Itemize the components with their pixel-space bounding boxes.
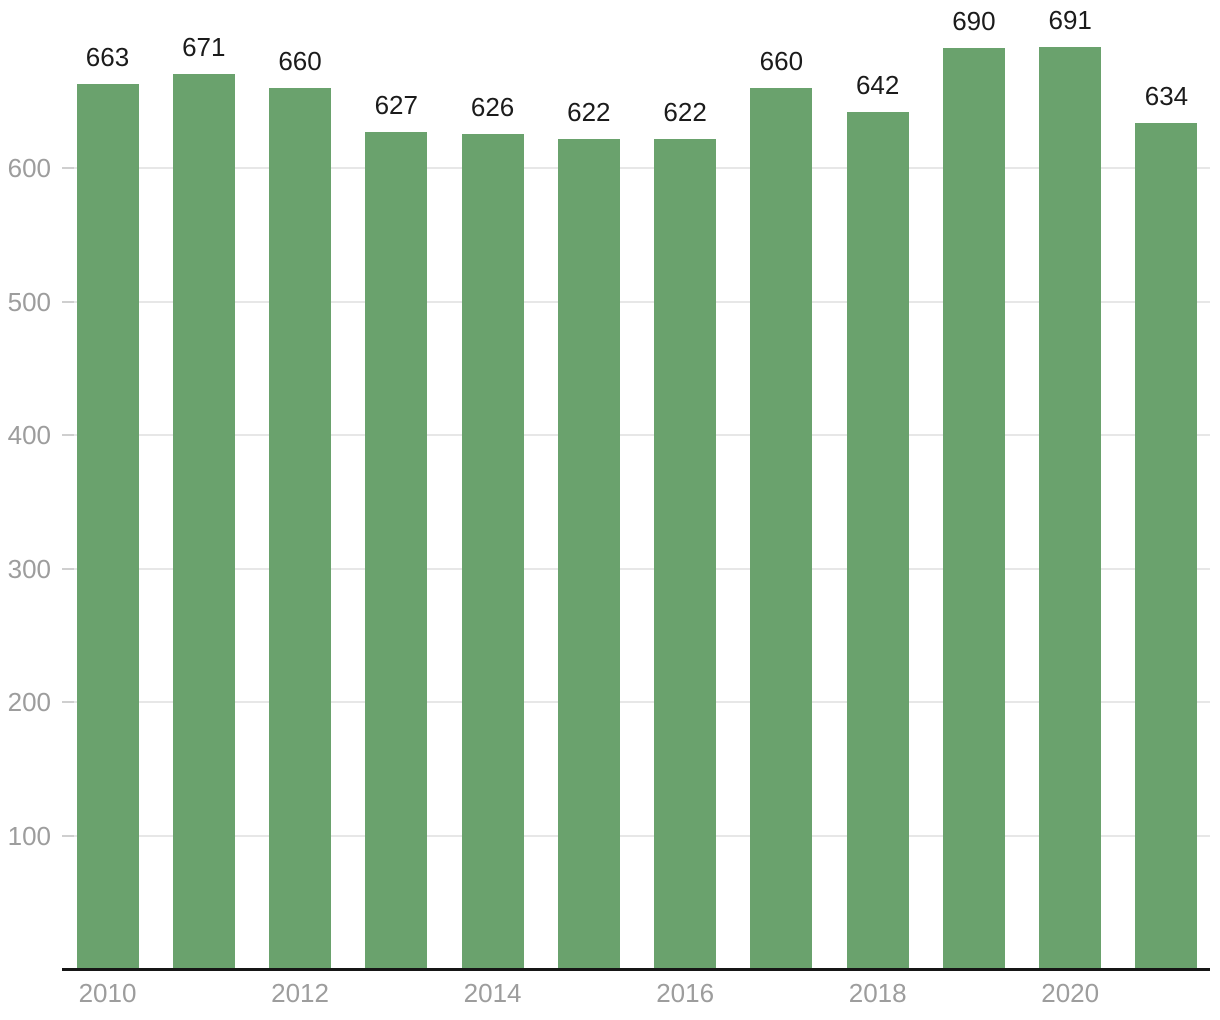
bar-value-label: 690 bbox=[952, 6, 996, 37]
bar-value-label: 626 bbox=[470, 91, 515, 122]
x-axis-label: 2018 bbox=[848, 978, 907, 1008]
y-axis-label: 400 bbox=[7, 420, 51, 451]
y-axis-tick bbox=[62, 701, 74, 704]
y-axis-tick bbox=[62, 834, 74, 837]
gridline bbox=[62, 834, 1210, 837]
bar-value-label: 622 bbox=[663, 97, 707, 128]
bar bbox=[365, 132, 428, 969]
y-axis-label: 300 bbox=[7, 553, 51, 584]
bar bbox=[654, 139, 717, 969]
x-axis-label: 2016 bbox=[656, 978, 715, 1008]
gridline bbox=[62, 167, 1210, 170]
bar bbox=[1135, 123, 1198, 969]
bar bbox=[461, 133, 524, 969]
y-axis-tick bbox=[62, 434, 74, 437]
bar bbox=[76, 84, 139, 969]
y-axis-label: 200 bbox=[7, 687, 51, 718]
gridline bbox=[62, 701, 1210, 704]
gridline bbox=[62, 567, 1210, 570]
bar bbox=[269, 88, 332, 969]
x-axis-label: 2010 bbox=[78, 978, 137, 1008]
bar-value-label: 627 bbox=[374, 90, 418, 121]
bar bbox=[172, 73, 235, 969]
bar-value-label: 642 bbox=[855, 70, 900, 101]
y-axis-label: 600 bbox=[7, 153, 51, 184]
y-axis-tick bbox=[62, 167, 74, 170]
x-axis-label: 2012 bbox=[271, 978, 329, 1008]
bar-value-label: 691 bbox=[1048, 4, 1092, 35]
x-axis-line bbox=[62, 968, 1210, 971]
y-axis-label: 100 bbox=[7, 820, 51, 851]
gridline bbox=[62, 300, 1210, 303]
bar bbox=[750, 88, 813, 969]
bar-value-label: 660 bbox=[759, 46, 804, 77]
x-axis-label: 2020 bbox=[1041, 978, 1100, 1008]
bar bbox=[1039, 46, 1102, 969]
bar-value-label: 671 bbox=[182, 31, 226, 62]
gridline bbox=[62, 434, 1210, 437]
bar bbox=[942, 48, 1005, 969]
bar-value-label: 663 bbox=[85, 42, 130, 73]
bar-value-label: 634 bbox=[1144, 81, 1189, 112]
y-axis-label: 500 bbox=[7, 286, 51, 317]
bar bbox=[846, 112, 909, 969]
y-axis-tick bbox=[62, 300, 74, 303]
bar-value-label: 660 bbox=[278, 46, 322, 77]
bar-value-label: 622 bbox=[567, 97, 611, 128]
bar bbox=[557, 139, 620, 969]
x-axis-label: 2014 bbox=[463, 978, 522, 1008]
y-axis-tick bbox=[62, 567, 74, 570]
